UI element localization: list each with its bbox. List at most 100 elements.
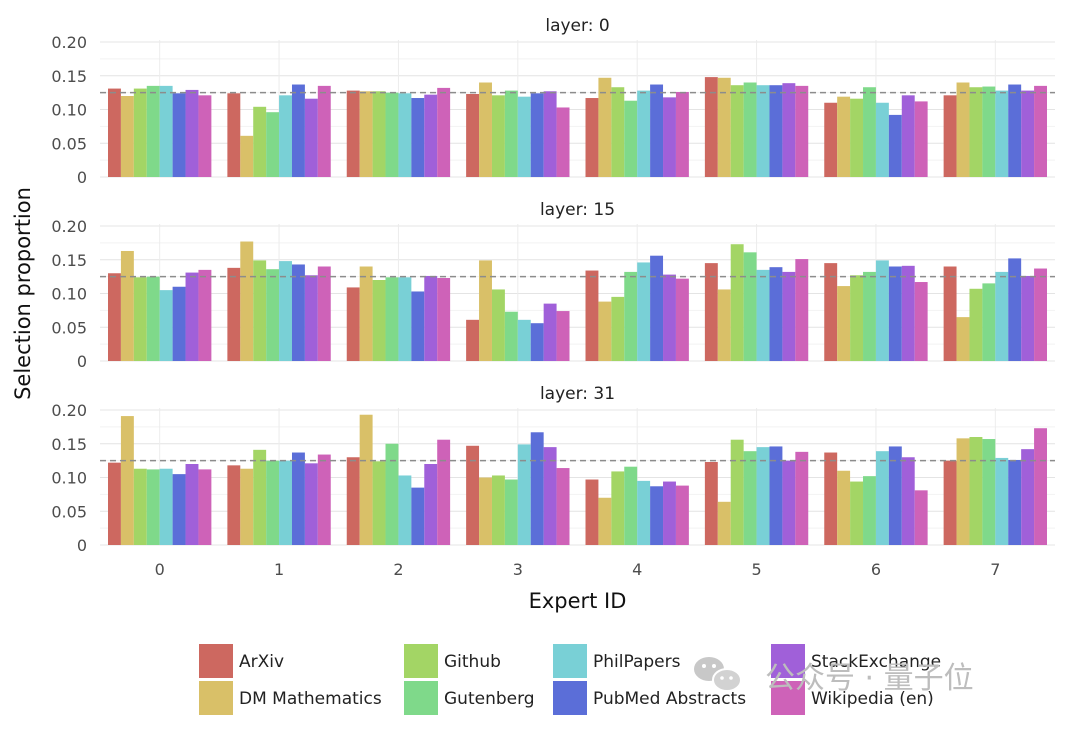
bar <box>504 90 518 177</box>
bar <box>120 250 134 361</box>
bar <box>901 265 915 361</box>
bar <box>133 277 147 361</box>
bar <box>611 296 625 361</box>
bar <box>133 88 147 177</box>
bar <box>956 438 970 545</box>
bar <box>491 289 505 361</box>
bar <box>769 85 783 177</box>
legend-label: ArXiv <box>239 652 284 672</box>
legend-item: DM Mathematics <box>199 681 382 715</box>
watermark-text: 公众号 · 量子位 <box>765 661 974 696</box>
y-tick-label: 0.05 <box>51 134 87 153</box>
bar <box>530 93 544 177</box>
bar <box>824 263 838 361</box>
x-axis-title: Expert ID <box>529 589 627 613</box>
x-tick-label: 2 <box>393 560 403 579</box>
bar <box>291 84 305 177</box>
bar <box>120 96 134 177</box>
x-tick-label: 4 <box>632 560 642 579</box>
bar <box>611 471 625 545</box>
bar <box>479 477 492 545</box>
bar <box>543 303 557 361</box>
bar <box>743 252 757 361</box>
bar <box>108 462 121 545</box>
bar <box>159 468 173 545</box>
bar <box>624 271 638 361</box>
bar <box>824 452 838 545</box>
bar <box>240 241 254 361</box>
bar <box>253 260 267 361</box>
bar <box>346 287 360 361</box>
bar <box>585 270 599 361</box>
bar <box>120 416 134 545</box>
y-axis-title: Selection proportion <box>11 187 35 400</box>
bar <box>253 449 267 545</box>
bar <box>437 87 451 177</box>
bar <box>385 443 399 545</box>
bar <box>995 457 1009 545</box>
legend-item: Github <box>404 644 501 678</box>
bar <box>888 114 902 177</box>
bar <box>185 272 199 361</box>
bar <box>704 263 718 361</box>
bar <box>479 260 492 361</box>
bar <box>837 286 851 361</box>
bar <box>875 102 889 177</box>
bar <box>466 319 480 361</box>
x-axis: 0 1 2 3 4 5 6 7 <box>155 560 1001 579</box>
bar <box>982 439 996 545</box>
y-tick-label: 0.05 <box>51 502 87 521</box>
bar <box>346 90 360 177</box>
bar <box>982 283 996 361</box>
y-tick-label: 0.10 <box>51 469 87 488</box>
bar <box>888 266 902 361</box>
bar <box>172 474 186 545</box>
wechat-icon <box>694 657 742 692</box>
bar <box>675 278 689 361</box>
x-tick-label: 3 <box>513 560 523 579</box>
bar <box>795 259 809 361</box>
bar <box>146 85 160 177</box>
legend-label: Gutenberg <box>444 689 535 709</box>
panel-title: layer: 31 <box>540 384 615 404</box>
bar <box>279 460 292 545</box>
bar <box>266 460 280 545</box>
bar <box>795 451 809 545</box>
bar <box>543 447 557 545</box>
y-tick-label: 0 <box>77 352 87 371</box>
bar <box>479 82 492 177</box>
bar <box>346 457 360 545</box>
legend: ArXiv DM Mathematics Github Gutenberg PhilPa… <box>199 644 941 715</box>
bar <box>159 290 173 361</box>
bar <box>411 291 425 361</box>
bar <box>943 95 957 177</box>
bar <box>969 288 983 361</box>
bar <box>782 83 796 177</box>
bar <box>730 439 744 545</box>
bar <box>385 92 399 177</box>
bar <box>850 481 864 545</box>
bar <box>198 469 212 545</box>
legend-swatch <box>404 644 438 678</box>
bar <box>198 269 212 361</box>
bar <box>863 87 876 177</box>
bar <box>304 98 318 177</box>
bar <box>717 501 731 545</box>
y-tick-label: 0 <box>77 168 87 187</box>
bar <box>491 475 505 545</box>
bar <box>756 447 770 545</box>
bar <box>585 98 599 177</box>
bar <box>1008 459 1022 545</box>
legend-item: Wikipedia (en) <box>771 681 934 715</box>
bar <box>598 301 612 361</box>
bar <box>914 490 928 545</box>
bar <box>624 100 638 177</box>
bar <box>491 95 505 177</box>
bar <box>863 476 876 545</box>
bar <box>266 112 280 177</box>
bar <box>598 77 612 177</box>
bar <box>782 271 796 361</box>
bar <box>240 135 254 177</box>
